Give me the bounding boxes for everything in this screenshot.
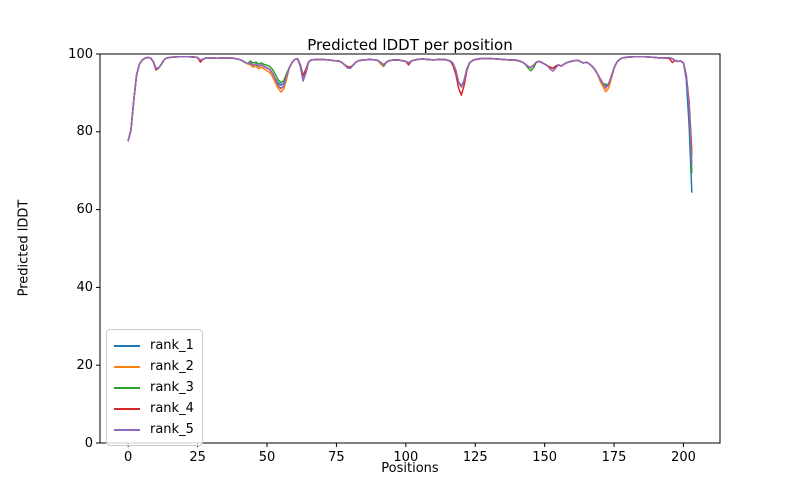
plot-border bbox=[99, 53, 721, 444]
legend-line-sample-rank_1 bbox=[114, 344, 140, 347]
legend-line-sample-rank_2 bbox=[114, 365, 140, 368]
legend-label-rank_3: rank_3 bbox=[150, 380, 194, 395]
x-tick-label: 0 bbox=[124, 450, 133, 465]
x-axis-label: Positions bbox=[381, 461, 439, 476]
legend-item-rank_4: rank_4 bbox=[114, 398, 202, 419]
x-tick-label: 75 bbox=[328, 450, 345, 465]
legend-line-sample-rank_5 bbox=[114, 428, 140, 431]
x-tick-label: 150 bbox=[532, 450, 558, 465]
y-tick-label: 20 bbox=[76, 357, 93, 373]
legend: rank_1 rank_2 rank_3 rank_4 rank_5 bbox=[106, 329, 203, 446]
legend-label-rank_1: rank_1 bbox=[150, 338, 194, 353]
series-line-rank_3 bbox=[127, 55, 693, 174]
legend-item-rank_2: rank_2 bbox=[114, 356, 202, 377]
series-line-rank_5 bbox=[127, 55, 693, 164]
legend-item-rank_1: rank_1 bbox=[114, 335, 202, 356]
y-tick-label: 0 bbox=[84, 435, 93, 451]
y-tick-label: 40 bbox=[76, 279, 93, 295]
y-tick-label: 80 bbox=[76, 124, 93, 140]
chart-title: Predicted lDDT per position bbox=[307, 36, 513, 54]
x-tick-label: 175 bbox=[601, 450, 627, 465]
y-tick-label: 60 bbox=[76, 202, 93, 218]
series-line-rank_4 bbox=[127, 55, 693, 156]
legend-item-rank_3: rank_3 bbox=[114, 377, 202, 398]
y-tick-label: 100 bbox=[68, 46, 93, 62]
series-line-rank_2 bbox=[127, 55, 693, 151]
x-tick-label: 200 bbox=[671, 450, 696, 465]
legend-item-rank_5: rank_5 bbox=[114, 419, 202, 440]
y-axis-label: Predicted lDDT bbox=[16, 199, 32, 297]
legend-label-rank_4: rank_4 bbox=[150, 401, 194, 416]
x-tick-label: 50 bbox=[258, 450, 276, 465]
legend-line-sample-rank_4 bbox=[114, 407, 140, 410]
legend-label-rank_2: rank_2 bbox=[150, 359, 194, 374]
legend-label-rank_5: rank_5 bbox=[150, 422, 194, 437]
x-tick-label: 25 bbox=[189, 450, 206, 465]
series-line-rank_1 bbox=[127, 55, 693, 193]
x-tick-label: 100 bbox=[393, 450, 419, 465]
x-tick-label: 125 bbox=[462, 450, 488, 465]
legend-line-sample-rank_3 bbox=[114, 386, 140, 389]
